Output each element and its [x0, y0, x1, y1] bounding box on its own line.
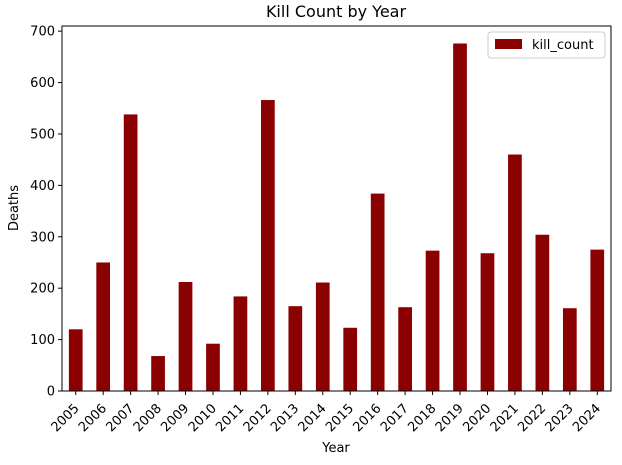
bar-2012 [261, 100, 275, 391]
x-tick-label: 2019 [433, 401, 467, 435]
y-axis-label: Deaths [7, 185, 22, 231]
x-tick-label: 2024 [570, 401, 604, 435]
bar-2010 [206, 343, 220, 391]
y-tick-label: 100 [30, 333, 55, 348]
x-tick-label: 2023 [543, 401, 577, 435]
x-tick-label: 2013 [268, 401, 302, 435]
bar-2024 [590, 249, 605, 391]
legend-swatch [495, 39, 522, 49]
chart-title: Kill Count by Year [266, 2, 407, 21]
bar-2018 [425, 250, 440, 391]
x-tick-label: 2008 [131, 401, 165, 435]
bar-2023 [562, 308, 577, 391]
bar-2020 [480, 253, 495, 391]
bars-group [68, 43, 605, 392]
x-tick-label: 2010 [186, 401, 220, 435]
y-tick-label: 500 [30, 127, 55, 142]
x-tick-label: 2022 [515, 401, 549, 435]
x-tick-label: 2011 [213, 401, 247, 435]
y-tick-label: 300 [30, 230, 55, 245]
x-tick-label: 2018 [405, 401, 439, 435]
bar-2007 [123, 114, 138, 392]
legend-label: kill_count [532, 38, 594, 53]
x-axis: 2005200620072008200920102011201220132014… [49, 391, 604, 435]
y-tick-label: 600 [30, 76, 55, 91]
bar-2016 [370, 193, 385, 391]
y-tick-label: 200 [30, 282, 55, 297]
y-tick-label: 700 [30, 25, 55, 40]
bar-2014 [315, 282, 330, 391]
bar-2017 [398, 307, 412, 391]
x-tick-label: 2016 [350, 401, 384, 435]
x-tick-label: 2015 [323, 401, 357, 435]
x-tick-label: 2006 [76, 401, 110, 435]
bar-2021 [508, 154, 522, 391]
x-tick-label: 2009 [158, 401, 192, 435]
x-tick-label: 2007 [103, 401, 137, 435]
x-axis-label: Year [321, 441, 350, 456]
bar-2015 [343, 327, 358, 391]
bar-2006 [96, 262, 111, 391]
x-tick-label: 2014 [296, 401, 330, 435]
x-tick-label: 2020 [460, 401, 494, 435]
bar-2013 [288, 306, 303, 391]
bar-2019 [453, 43, 467, 391]
y-tick-label: 0 [47, 385, 55, 400]
y-tick-label: 400 [30, 179, 55, 194]
bar-2008 [151, 356, 165, 391]
x-tick-label: 2012 [241, 401, 275, 435]
x-tick-label: 2021 [488, 401, 522, 435]
bar-2011 [233, 296, 248, 391]
x-tick-label: 2005 [49, 401, 83, 435]
bar-2005 [68, 329, 83, 391]
y-axis: 0 100 200 300 400 500 600 700 [30, 25, 62, 400]
bar-2009 [178, 282, 193, 391]
legend-box [487, 31, 606, 59]
legend: kill_count [487, 31, 606, 59]
bar-2022 [535, 234, 550, 391]
x-tick-label: 2017 [378, 401, 412, 435]
plot-frame [61, 25, 612, 392]
